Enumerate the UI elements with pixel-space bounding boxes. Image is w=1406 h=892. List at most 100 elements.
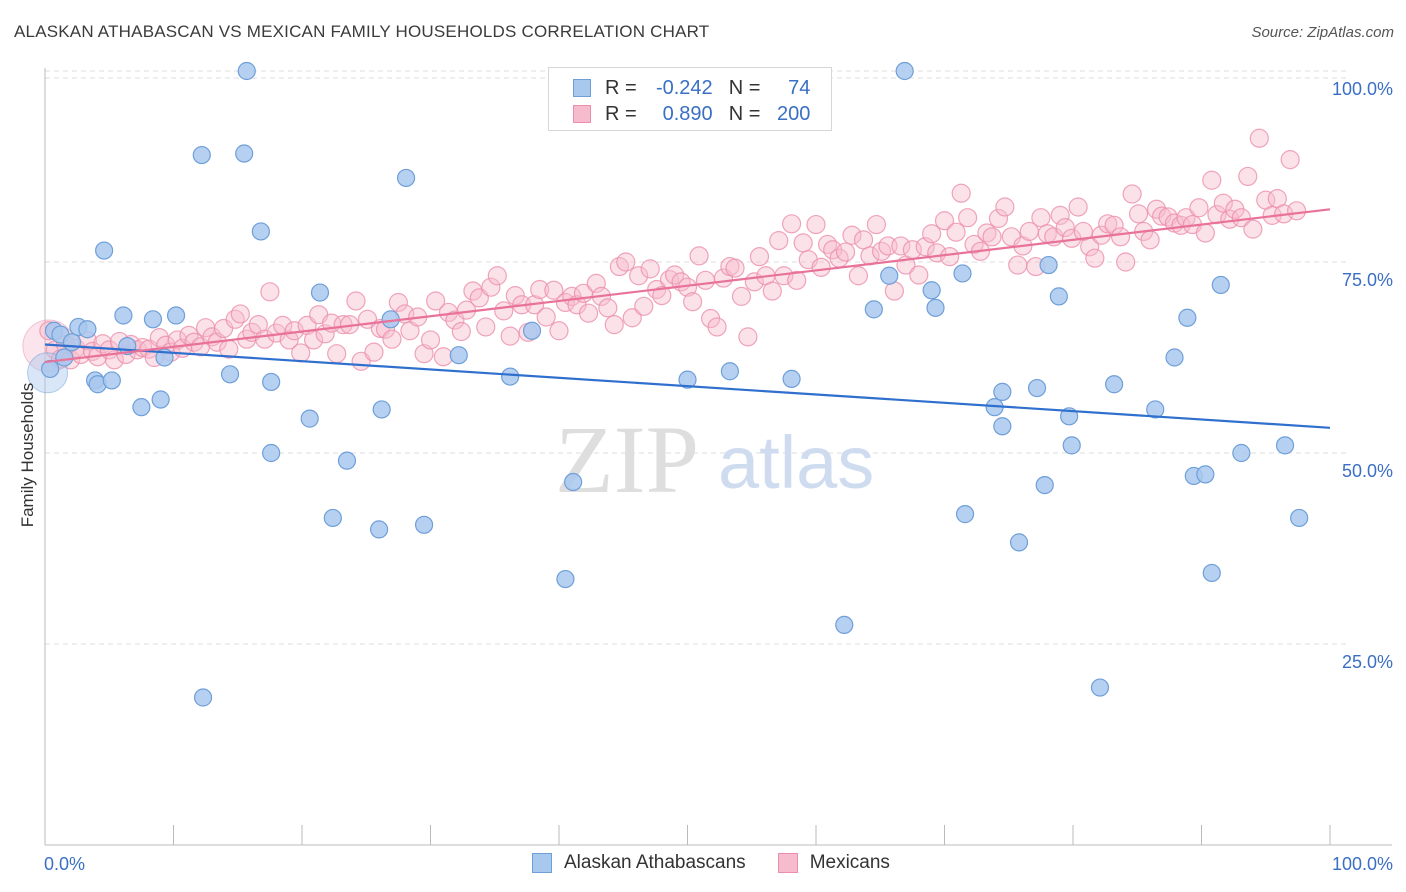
watermark-atlas: atlas bbox=[718, 421, 874, 504]
mexicans-point bbox=[230, 304, 250, 324]
athabascans-point bbox=[880, 266, 899, 285]
mexicans-point bbox=[622, 308, 642, 328]
mexicans-points bbox=[22, 128, 1307, 373]
athabascans-point bbox=[262, 443, 281, 463]
x-tick-label: 0.0% bbox=[44, 854, 85, 874]
mexicans-point bbox=[871, 241, 892, 261]
mexicans-point bbox=[725, 258, 745, 278]
mexicans-point bbox=[946, 222, 966, 242]
athabascans-point bbox=[993, 417, 1012, 436]
mexicans-point bbox=[225, 309, 245, 329]
athabascans-point bbox=[449, 346, 468, 365]
y-tick-label: 50.0% bbox=[1342, 461, 1393, 481]
athabascans-point bbox=[926, 298, 945, 317]
mexicans-point bbox=[616, 252, 636, 272]
mexicans-point bbox=[695, 270, 716, 290]
mexicans-point bbox=[544, 280, 564, 300]
bottom-legend-mexicans: Mexicans bbox=[777, 852, 890, 874]
athabascans-point bbox=[1027, 378, 1047, 398]
axes bbox=[44, 68, 1392, 846]
watermark-zip: ZIP bbox=[555, 406, 699, 513]
athabascans-point bbox=[251, 222, 270, 241]
athabascans-point bbox=[922, 281, 941, 300]
y-axis-label: Family Households bbox=[18, 382, 37, 528]
athabascans-point bbox=[370, 520, 389, 539]
y-tick-label: 75.0% bbox=[1342, 270, 1393, 290]
legend-r-label: R = bbox=[605, 76, 637, 99]
mexicans-point bbox=[806, 214, 826, 235]
athabascans-point bbox=[835, 615, 854, 635]
legend-swatch-blue bbox=[573, 79, 591, 97]
mexicans-point bbox=[922, 224, 942, 244]
mexicans-point bbox=[793, 233, 813, 253]
bottom-legend-label: Alaskan Athabascans bbox=[564, 852, 746, 873]
mexicans-point bbox=[934, 211, 955, 231]
bottom-legend: Alaskan Athabascans Mexicans bbox=[532, 852, 922, 874]
athabascans-point bbox=[1105, 375, 1124, 394]
mexicans-point bbox=[1055, 218, 1075, 238]
mexicans-point bbox=[1110, 227, 1131, 247]
athabascans-point bbox=[1039, 255, 1058, 275]
athabascans-point bbox=[720, 362, 740, 381]
athabascans-point bbox=[310, 283, 330, 302]
mexicans-point bbox=[578, 303, 599, 323]
mexicans-point bbox=[1286, 201, 1307, 221]
athabascans-point bbox=[1146, 400, 1165, 419]
athabascans-point bbox=[1090, 678, 1110, 697]
athabascans-point bbox=[237, 61, 256, 81]
mexicans-point bbox=[749, 247, 770, 267]
mexicans-point bbox=[817, 234, 838, 255]
athabascans-points bbox=[27, 61, 1309, 707]
athabascans-point bbox=[1049, 287, 1068, 306]
source-label: Source: ZipAtlas.com bbox=[1251, 24, 1394, 41]
mexicans-point bbox=[640, 259, 660, 279]
mexicans-point bbox=[1050, 205, 1070, 225]
mexicans-point bbox=[1238, 166, 1258, 187]
legend-r-value: -0.242 bbox=[655, 76, 713, 99]
bottom-legend-label: Mexicans bbox=[809, 852, 890, 873]
mexicans-point bbox=[982, 227, 1002, 247]
mexicans-point bbox=[598, 298, 618, 318]
athabascans-point bbox=[62, 333, 82, 352]
mexicans-point bbox=[1128, 204, 1149, 224]
bottom-legend-athabascans: Alaskan Athabascans bbox=[532, 852, 746, 874]
athabascans-point bbox=[556, 569, 575, 589]
mexicans-point bbox=[988, 208, 1009, 229]
y-tick-label: 100.0% bbox=[1332, 79, 1393, 99]
mexicans-point bbox=[1280, 150, 1300, 170]
mexicans-point bbox=[707, 317, 727, 337]
mexicans-point bbox=[769, 231, 789, 251]
athabascans-point bbox=[864, 300, 883, 319]
athabascans-point bbox=[1035, 475, 1054, 495]
legend-r-label: R = bbox=[605, 102, 637, 125]
mexicans-point bbox=[958, 208, 978, 228]
mexicans-point bbox=[1008, 255, 1028, 275]
mexicans-point bbox=[866, 214, 886, 235]
mexicans-point bbox=[731, 286, 752, 306]
mexicans-point bbox=[1202, 170, 1222, 190]
athabascans-point bbox=[143, 310, 163, 329]
legend-r-value: 0.890 bbox=[662, 102, 713, 125]
mexicans-point bbox=[940, 247, 960, 267]
athabascans-point bbox=[220, 365, 240, 384]
mexicans-point bbox=[634, 296, 654, 316]
athabascans-point bbox=[300, 409, 319, 428]
mexicans-point bbox=[1068, 197, 1088, 217]
mexicans-point bbox=[500, 326, 520, 346]
athabascans-point bbox=[678, 370, 697, 389]
athabascans-point bbox=[192, 145, 211, 165]
mexicans-point bbox=[781, 214, 802, 234]
watermark: ZIP atlas bbox=[555, 406, 874, 513]
athabascans-point bbox=[895, 61, 914, 81]
mexicans-point bbox=[1122, 184, 1142, 204]
mexicans-point bbox=[848, 266, 869, 286]
athabascans-point bbox=[953, 264, 972, 283]
mexicans-point bbox=[1249, 128, 1269, 148]
mexicans-point bbox=[327, 344, 347, 364]
y-tick-label: 25.0% bbox=[1342, 652, 1393, 672]
athabascans-point bbox=[55, 348, 74, 367]
mexicans-point bbox=[811, 257, 831, 277]
athabascans-trend-line bbox=[44, 343, 1331, 429]
mexicans-point bbox=[1031, 208, 1051, 228]
